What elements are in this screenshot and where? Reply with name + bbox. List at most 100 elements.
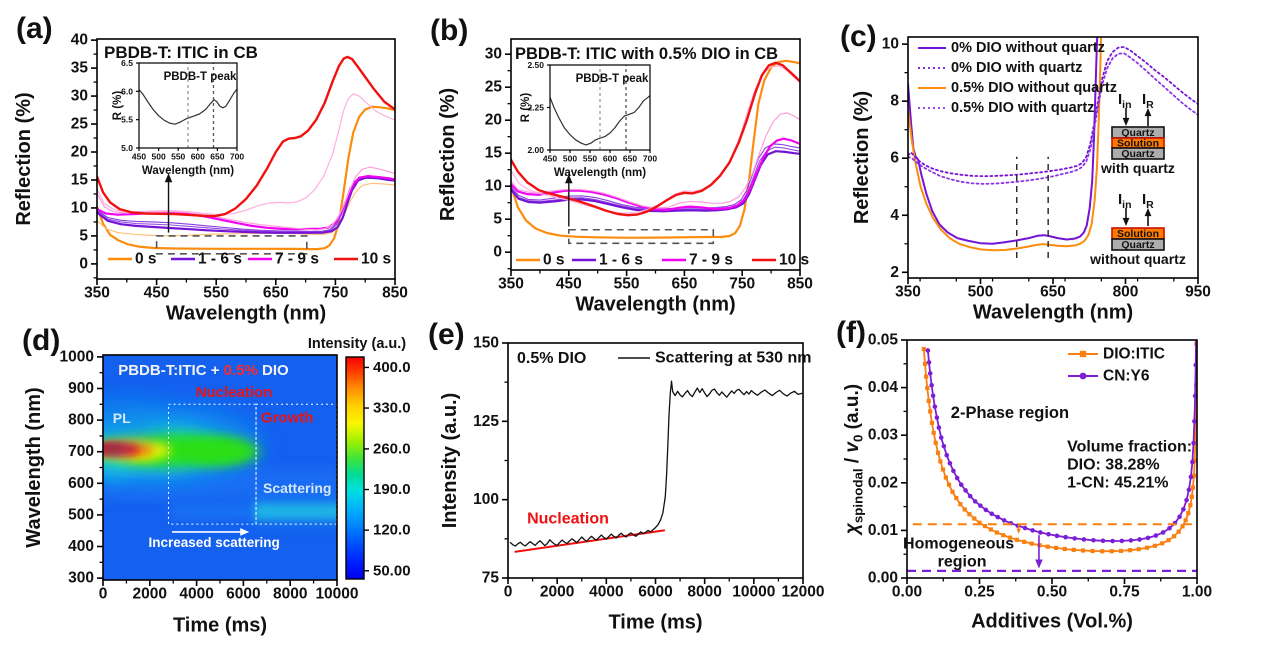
- colorbar-tick-label: 50.00: [373, 562, 411, 579]
- annotation-rect: [168, 403, 257, 525]
- series-marker: [1022, 525, 1028, 531]
- series-marker: [978, 503, 983, 508]
- series-marker: [954, 495, 959, 501]
- annotation-text: PBDB-T:ITIC + 0.5% DIO: [118, 362, 289, 379]
- x-tick-label: 450: [543, 153, 557, 163]
- series-marker: [1001, 518, 1007, 523]
- annotation-text: Nucleation: [196, 384, 273, 401]
- x-axis-label: Wavelength (nm): [973, 302, 1133, 324]
- x-tick-label: 800: [1113, 283, 1139, 300]
- series-marker: [921, 346, 926, 352]
- arrow-head-icon: [164, 173, 173, 183]
- series-marker: [1192, 393, 1197, 399]
- series-marker: [1029, 541, 1034, 546]
- series-marker: [933, 440, 938, 445]
- series-marker: [935, 450, 941, 455]
- y-axis-label: R (%): [520, 93, 532, 123]
- y-tick-label: 10: [71, 199, 88, 216]
- legend-label: 7 - 9 s: [689, 252, 733, 269]
- series-marker: [1160, 530, 1166, 535]
- heatmap-feature: [170, 506, 254, 518]
- legend-label: 10 s: [361, 251, 391, 268]
- diagram-caption: without quartz: [1089, 251, 1186, 267]
- x-tick-label: 0.00: [892, 583, 922, 600]
- series-marker: [1190, 459, 1195, 465]
- series-marker: [1001, 533, 1006, 538]
- series-marker: [1100, 538, 1106, 544]
- series-marker: [930, 393, 936, 398]
- layer-label: Quartz: [1121, 239, 1154, 251]
- x-tick-label: 950: [1185, 283, 1211, 300]
- series-marker: [1160, 541, 1165, 546]
- x-tick-label: 1.00: [1182, 583, 1212, 600]
- series-marker: [958, 482, 964, 488]
- legend-label: 0% DIO without quartz: [951, 40, 1105, 56]
- x-tick-label: 650: [263, 284, 289, 301]
- annotation-text: Homogeneous: [903, 536, 1014, 553]
- series-group: [139, 88, 237, 125]
- x-axis-label: Time (ms): [173, 615, 267, 637]
- annotation-text: Increased scattering: [148, 535, 279, 550]
- series-marker: [1091, 537, 1096, 543]
- y-tick-label: 0.00: [868, 570, 898, 587]
- series-marker: [1071, 547, 1076, 552]
- series-marker: [1119, 538, 1125, 544]
- x-tick-label: 650: [1040, 283, 1066, 300]
- series-marker: [1100, 549, 1105, 554]
- series-line: [514, 529, 666, 553]
- x-tick-label: 550: [583, 153, 597, 163]
- x-tick-label: 500: [152, 151, 166, 161]
- beam-label: Iin: [1118, 91, 1132, 111]
- beam-label: Iin: [1118, 191, 1132, 211]
- panel-label-a: (a): [16, 12, 53, 45]
- x-axis-label: Wavelength (nm): [142, 165, 234, 177]
- series-marker: [929, 382, 934, 388]
- x-tick-label: 0: [99, 585, 108, 602]
- y-tick-label: 1000: [60, 348, 94, 365]
- series-line: [97, 177, 395, 232]
- arrow-head-icon: [1035, 559, 1043, 569]
- series-marker: [946, 482, 952, 487]
- y-tick-label: 0.01: [868, 522, 899, 539]
- beam-label: IR: [1142, 91, 1154, 111]
- annotation-text: Scattering: [263, 480, 331, 496]
- x-tick-label: 650: [623, 153, 637, 163]
- x-tick-label: 2000: [540, 583, 574, 600]
- series-marker: [1053, 545, 1059, 551]
- layer-label: Quartz: [1121, 127, 1154, 139]
- series-marker: [963, 488, 968, 493]
- series-marker: [1038, 530, 1043, 535]
- diagram-caption: with quartz: [1100, 160, 1175, 176]
- y-tick-label: 5.0: [121, 143, 133, 153]
- series-marker: [1180, 524, 1185, 529]
- x-tick-label: 550: [203, 284, 229, 301]
- series-marker: [1109, 549, 1114, 554]
- arrow-head-icon: [1144, 108, 1152, 117]
- x-axis-label: Time (ms): [608, 612, 702, 634]
- series-line: [511, 137, 800, 211]
- legend-label: 0.5% DIO without quartz: [951, 80, 1117, 96]
- annotation-text: PBDB-T peak: [164, 71, 237, 83]
- x-tick-label: 450: [132, 151, 146, 161]
- series-group: [550, 95, 650, 146]
- legend-label: Scattering at 530 nm: [655, 350, 812, 367]
- panel-c: 350 500 650 800 950 2 4 6 8 10 Wavelength (nm) Refl…: [851, 36, 1211, 324]
- arrow-head-icon: [1144, 208, 1152, 217]
- annotation-text: PBDB-T: ITIC in CB: [104, 43, 258, 62]
- y-tick-label: 10: [882, 36, 899, 53]
- arrow-head-icon: [240, 528, 250, 536]
- x-tick-label: 350: [84, 284, 110, 301]
- x-axis-label: Wavelength (nm): [166, 303, 326, 325]
- series-marker: [1072, 536, 1077, 541]
- heatmap-feature: [103, 450, 133, 482]
- x-axis-label: Wavelength (nm): [575, 294, 735, 316]
- y-tick-label: 6.0: [121, 86, 133, 96]
- legend-label: 0.5% DIO with quartz: [951, 100, 1094, 116]
- y-tick-label: 400: [68, 538, 94, 555]
- legend: DIO:ITIC CN:Y6: [1068, 346, 1165, 385]
- series-marker: [954, 475, 960, 481]
- y-tick-label: 6: [890, 150, 899, 167]
